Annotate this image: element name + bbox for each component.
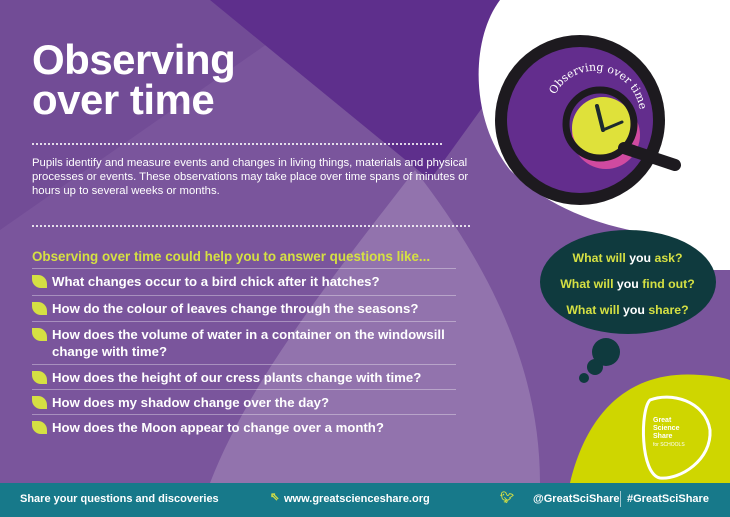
leaf-icon bbox=[32, 396, 47, 409]
question-item: What changes occur to a bird chick after… bbox=[32, 268, 456, 290]
questions-heading: Observing over time could help you to an… bbox=[32, 249, 431, 264]
twitter-handle[interactable]: @GreatSciShare bbox=[533, 493, 620, 505]
leaf-icon bbox=[32, 371, 47, 384]
divider bbox=[620, 491, 621, 507]
website-link[interactable]: www.greatscienceshare.org bbox=[284, 493, 430, 505]
footer-tagline: Share your questions and discoveries bbox=[20, 493, 219, 505]
cursor-icon: ⇖ bbox=[270, 491, 280, 503]
leaf-icon bbox=[32, 421, 47, 434]
magnifier-clock-icon: Observing over time bbox=[495, 35, 681, 205]
question-item: How do the colour of leaves change throu… bbox=[32, 295, 456, 317]
find-line: What will you find out? bbox=[560, 277, 695, 291]
leaf-icon bbox=[32, 328, 47, 341]
question-item: How does the volume of water in a contai… bbox=[32, 321, 456, 360]
footer: Share your questions and discoveries ⇖ w… bbox=[0, 483, 730, 517]
drop-shape bbox=[210, 170, 540, 483]
ask-line: What will you ask? bbox=[572, 251, 683, 265]
thought-questions: What will you ask? What will you find ou… bbox=[545, 230, 710, 330]
twitter-icon[interactable]: 🐦︎ bbox=[500, 492, 514, 504]
intro-text: Pupils identify and measure events and c… bbox=[32, 157, 469, 197]
divider bbox=[32, 225, 470, 227]
logo-icon bbox=[641, 395, 712, 480]
hashtag[interactable]: #GreatSciShare bbox=[627, 493, 709, 505]
leaf-icon bbox=[32, 275, 47, 288]
divider bbox=[32, 143, 442, 145]
share-line: What will you share? bbox=[566, 303, 689, 317]
page-title: Observing over time bbox=[32, 36, 236, 123]
thought-bubble bbox=[540, 230, 716, 383]
leaf-icon bbox=[32, 302, 47, 315]
question-item: How does the Moon appear to change over … bbox=[32, 414, 456, 436]
question-item: How does my shadow change over the day? bbox=[32, 389, 456, 411]
question-item: How does the height of our cress plants … bbox=[32, 364, 456, 386]
logo-text: Great Science Share for SCHOOLS bbox=[653, 417, 685, 448]
